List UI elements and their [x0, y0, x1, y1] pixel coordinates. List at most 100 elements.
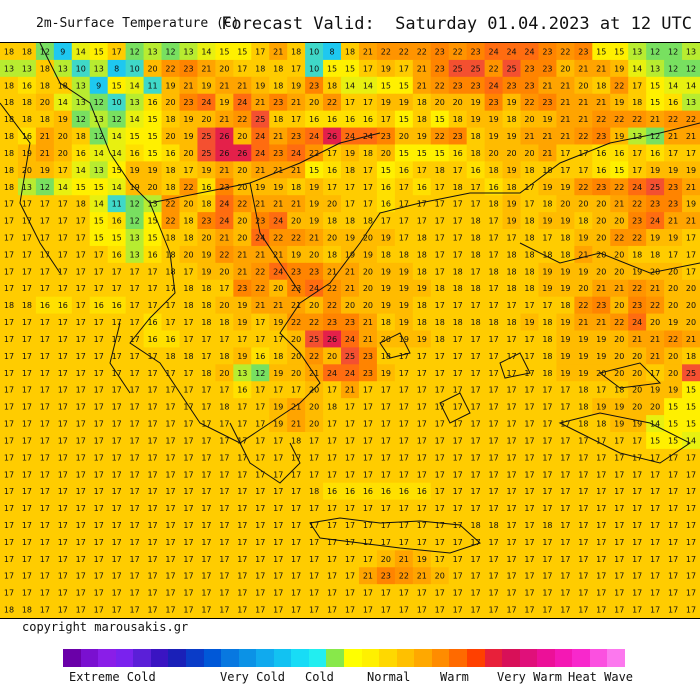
temperature-value: 17 — [291, 487, 301, 496]
temperature-value: 18 — [542, 335, 552, 344]
temperature-value: 17 — [22, 233, 32, 242]
temperature-value: 14 — [201, 47, 211, 56]
temperature-value: 17 — [4, 352, 14, 361]
temperature-cell — [143, 178, 163, 196]
temperature-value: 19 — [201, 81, 211, 90]
temperature-value: 21 — [686, 335, 696, 344]
temperature-value: 25 — [255, 115, 265, 124]
temperature-value: 19 — [417, 555, 427, 564]
temperature-value: 17 — [147, 386, 157, 395]
temperature-value: 17 — [4, 369, 14, 378]
temperature-value: 17 — [130, 403, 140, 412]
temperature-cell — [574, 212, 593, 230]
temperature-cell — [502, 178, 522, 196]
temperature-value: 20 — [632, 369, 642, 378]
temperature-value: 17 — [650, 521, 660, 530]
temperature-value: 17 — [471, 453, 481, 462]
temperature-cell — [251, 110, 270, 129]
temperature-cell — [376, 59, 396, 78]
temperature-value: 12 — [650, 132, 660, 141]
temperature-value: 19 — [417, 335, 427, 344]
temperature-value: 23 — [453, 132, 463, 141]
temperature-cell — [502, 195, 522, 213]
temperature-cell — [484, 161, 504, 179]
temperature-value: 23 — [201, 217, 211, 226]
temperature-value: 21 — [40, 149, 50, 158]
temperature-cell — [197, 144, 216, 162]
temperature-value: 15 — [94, 47, 104, 56]
temperature-value: 21 — [686, 132, 696, 141]
temperature-cell — [35, 212, 55, 230]
temperature-value: 17 — [524, 606, 534, 615]
temperature-cell — [556, 43, 575, 61]
temperature-value: 18 — [542, 250, 552, 259]
temperature-cell — [341, 178, 360, 196]
temperature-cell — [233, 229, 252, 247]
temperature-value: 17 — [183, 420, 193, 429]
temperature-cell — [430, 110, 450, 129]
temperature-value: 17 — [381, 217, 391, 226]
temperature-cell — [233, 161, 252, 179]
temperature-value: 19 — [578, 369, 588, 378]
temperature-cell — [556, 59, 575, 78]
temperature-value: 17 — [399, 521, 409, 530]
temperature-value: 17 — [381, 436, 391, 445]
temperature-cell — [17, 178, 37, 196]
temperature-value: 21 — [650, 284, 660, 293]
temperature-value: 20 — [363, 233, 373, 242]
temperature-cell — [646, 93, 665, 112]
temperature-value: 17 — [4, 386, 14, 395]
temperature-value: 17 — [381, 470, 391, 479]
temperature-cell — [0, 43, 19, 61]
temperature-value: 19 — [237, 301, 247, 310]
temperature-value: 18 — [381, 352, 391, 361]
temperature-value: 16 — [399, 166, 409, 175]
temperature-value: 21 — [219, 81, 229, 90]
temperature-value: 17 — [417, 166, 427, 175]
temperature-cell — [53, 161, 73, 179]
temperature-value: 18 — [417, 301, 427, 310]
temperature-cell — [161, 262, 181, 281]
temperature-value: 17 — [578, 487, 588, 496]
temperature-value: 19 — [130, 166, 140, 175]
temperature-cell — [53, 178, 73, 196]
temperature-value: 17 — [22, 589, 32, 598]
temperature-cell — [0, 127, 19, 146]
temperature-value: 17 — [273, 589, 283, 598]
temperature-cell — [646, 178, 665, 196]
temperature-value: 16 — [345, 487, 355, 496]
temperature-cell — [53, 262, 73, 281]
temperature-cell — [287, 76, 306, 95]
temperature-value: 17 — [76, 504, 86, 513]
temperature-value: 17 — [399, 217, 409, 226]
temperature-cell — [664, 161, 683, 179]
temperature-value: 13 — [147, 47, 157, 56]
temperature-value: 15 — [112, 81, 122, 90]
temperature-cell — [89, 212, 109, 230]
temperature-value: 20 — [219, 369, 229, 378]
temperature-cell — [574, 59, 593, 78]
temperature-value: 19 — [614, 132, 624, 141]
legend-swatch — [537, 649, 555, 667]
temperature-value: 17 — [76, 487, 86, 496]
temperature-cell — [610, 110, 629, 129]
temperature-cell — [287, 144, 306, 162]
temperature-value: 17 — [542, 403, 552, 412]
temperature-value: 17 — [165, 284, 175, 293]
temperature-value: 17 — [237, 487, 247, 496]
temperature-value: 17 — [524, 403, 534, 412]
temperature-value: 16 — [650, 149, 660, 158]
temperature-value: 18 — [4, 132, 14, 141]
temperature-cell — [71, 195, 91, 213]
temperature-value: 16 — [327, 487, 337, 496]
temperature-value: 17 — [309, 572, 319, 581]
temperature-value: 12 — [94, 132, 104, 141]
temperature-value: 17 — [560, 487, 570, 496]
temperature-value: 23 — [524, 64, 534, 73]
temperature-cell — [574, 110, 593, 129]
temperature-value: 17 — [58, 284, 68, 293]
temperature-cell — [287, 229, 306, 247]
temperature-value: 13 — [94, 166, 104, 175]
temperature-cell — [233, 110, 252, 129]
temperature-cell — [520, 161, 540, 179]
